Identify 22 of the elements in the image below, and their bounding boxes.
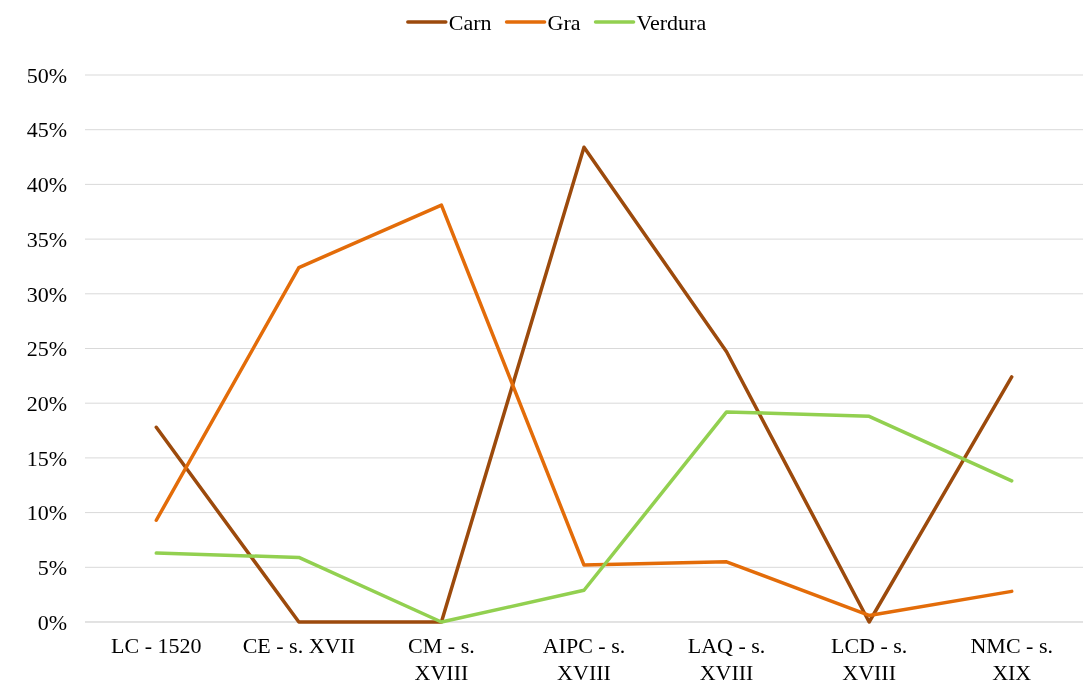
x-tick-label: NMC - s. XIX (970, 633, 1053, 685)
y-tick-label: 0% (37, 609, 67, 635)
y-tick-label: 30% (26, 281, 67, 307)
y-tick-label: 25% (26, 336, 67, 362)
x-tick-label: LAQ - s. XVIII (687, 633, 766, 685)
y-tick-label: 40% (26, 172, 67, 198)
y-tick-label: 5% (37, 555, 67, 580)
legend-label: Verdura (636, 9, 707, 35)
x-tick-label: LCD - s. XVIII (830, 633, 908, 685)
y-tick-label: 45% (26, 117, 67, 143)
x-tick-label: AIPC - s. XVIII (542, 633, 626, 685)
y-tick-label: 35% (26, 226, 67, 252)
line-series (154, 410, 1014, 624)
x-tick-label: LC - 1520 (111, 633, 202, 658)
y-tick-label: 20% (26, 390, 67, 416)
legend-label: Gra (547, 9, 581, 35)
x-tick-label: CM - s. XVIII (408, 633, 475, 685)
legend-label: Carn (448, 9, 492, 35)
y-tick-label: 10% (26, 500, 67, 526)
y-tick-label: 15% (26, 445, 67, 471)
y-tick-label: 50% (26, 62, 67, 88)
x-tick-label: CE - s. XVII (242, 633, 356, 658)
